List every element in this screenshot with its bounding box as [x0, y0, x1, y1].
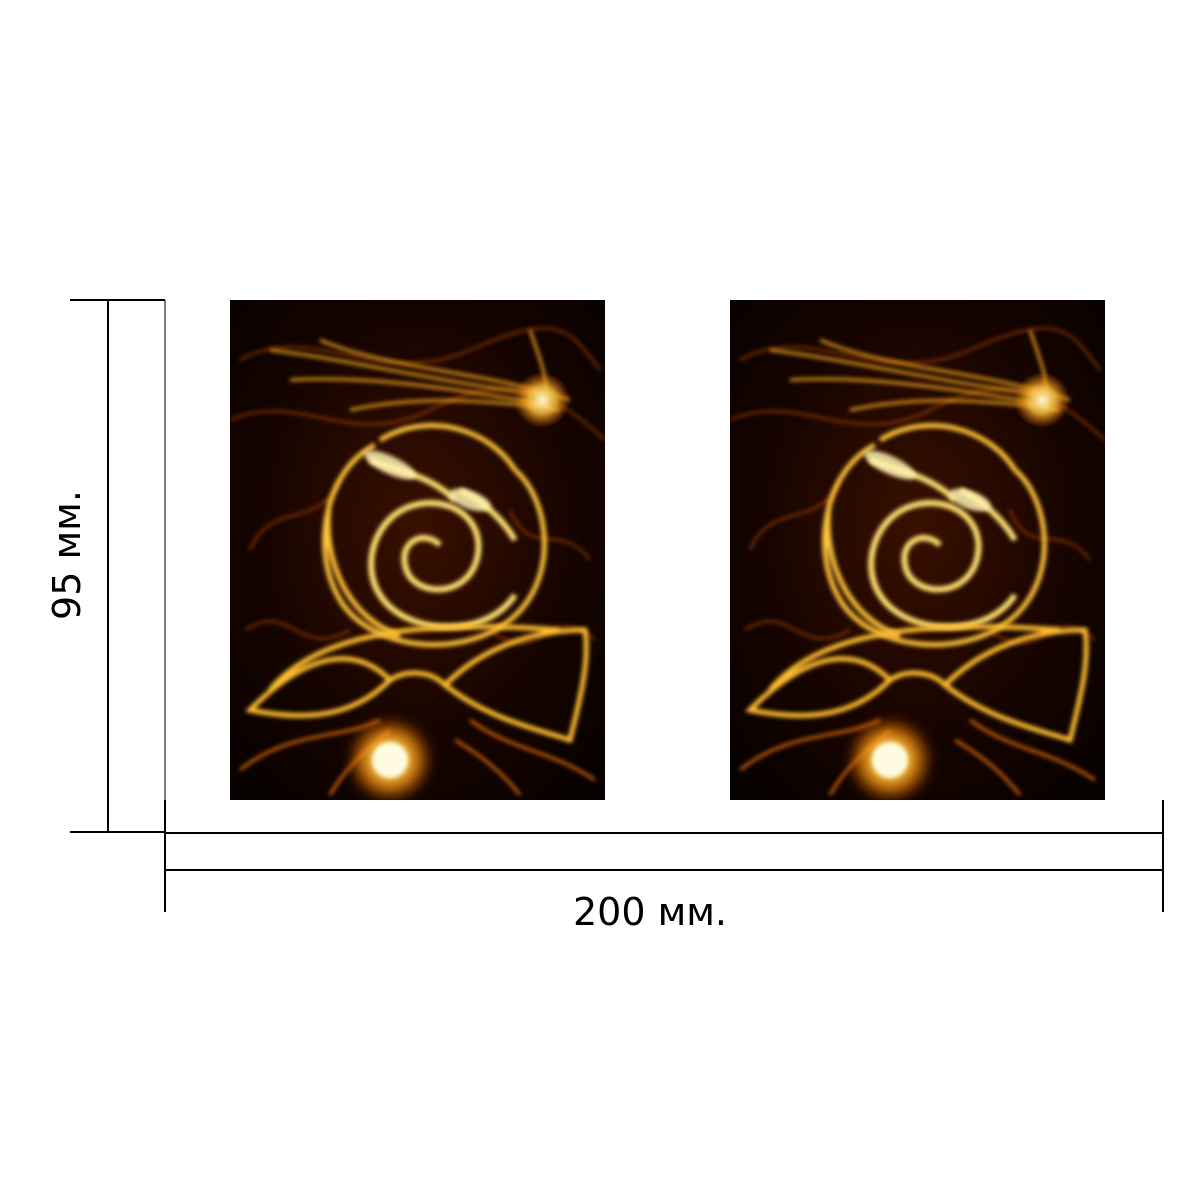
width-dimension: [164, 800, 1164, 912]
fire-artwork-panel-left: [230, 300, 605, 802]
height-label: 95 мм.: [45, 490, 89, 620]
fire-artwork-panel-right: [730, 300, 1105, 802]
width-label: 200 мм.: [573, 890, 727, 934]
height-dimension: [70, 299, 166, 833]
